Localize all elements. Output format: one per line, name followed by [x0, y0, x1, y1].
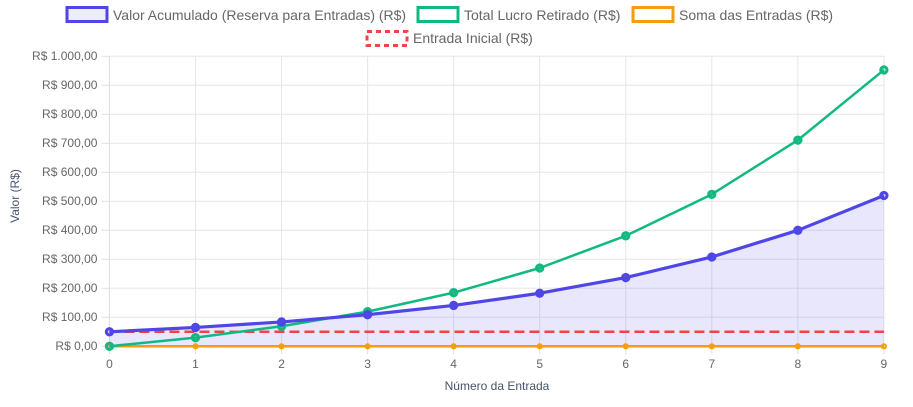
svg-text:Valor (R$): Valor (R$) [8, 169, 22, 223]
svg-text:R$ 1.000,00: R$ 1.000,00 [32, 49, 98, 63]
svg-text:R$ 400,00: R$ 400,00 [42, 223, 98, 237]
svg-text:R$ 300,00: R$ 300,00 [42, 252, 98, 266]
svg-text:R$ 600,00: R$ 600,00 [42, 165, 98, 179]
svg-text:Soma das Entradas (R$): Soma das Entradas (R$) [679, 7, 833, 23]
svg-text:6: 6 [622, 357, 629, 371]
svg-text:Entrada Inicial (R$): Entrada Inicial (R$) [413, 30, 533, 46]
svg-text:R$ 500,00: R$ 500,00 [42, 194, 98, 208]
svg-text:R$ 200,00: R$ 200,00 [42, 281, 98, 295]
svg-text:1: 1 [192, 357, 199, 371]
svg-text:3: 3 [364, 357, 371, 371]
svg-text:4: 4 [450, 357, 457, 371]
svg-text:2: 2 [278, 357, 285, 371]
svg-text:R$ 700,00: R$ 700,00 [42, 136, 98, 150]
svg-text:R$ 100,00: R$ 100,00 [42, 310, 98, 324]
svg-text:Valor Acumulado (Reserva para: Valor Acumulado (Reserva para Entradas) … [113, 7, 406, 23]
svg-text:R$ 800,00: R$ 800,00 [42, 107, 98, 121]
svg-text:7: 7 [708, 357, 715, 371]
svg-text:0: 0 [106, 357, 113, 371]
svg-text:Total Lucro Retirado (R$): Total Lucro Retirado (R$) [464, 7, 620, 23]
svg-text:R$ 900,00: R$ 900,00 [42, 78, 98, 92]
svg-text:Número da Entrada: Número da Entrada [445, 379, 550, 393]
svg-text:5: 5 [536, 357, 543, 371]
svg-text:9: 9 [881, 357, 888, 371]
svg-text:8: 8 [795, 357, 802, 371]
svg-text:R$ 0,00: R$ 0,00 [55, 339, 97, 353]
